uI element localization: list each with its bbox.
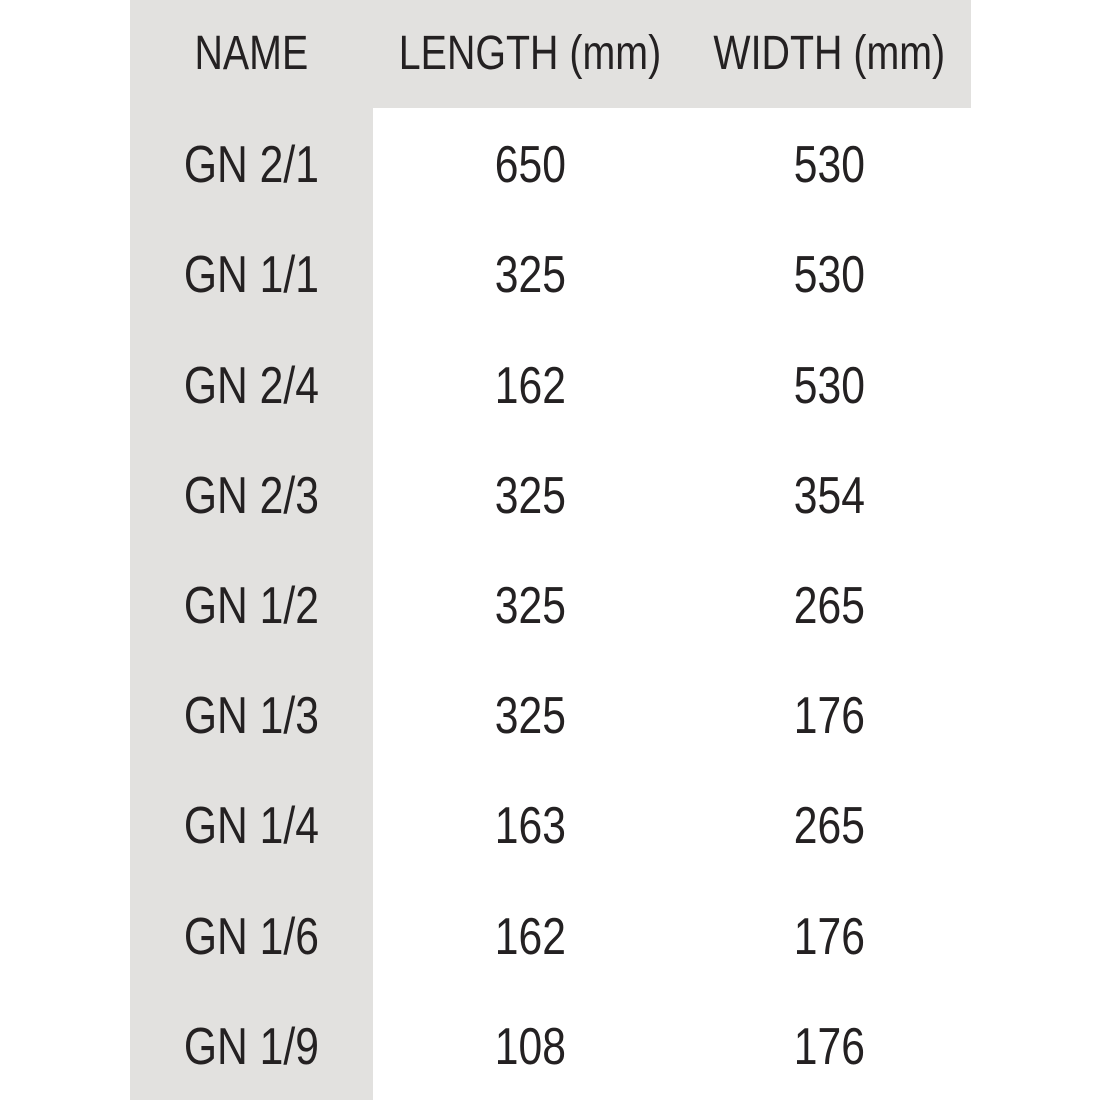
row-length: 108 bbox=[373, 992, 687, 1100]
row-length: 325 bbox=[373, 551, 687, 661]
row-width: 530 bbox=[687, 110, 971, 220]
length-value: 325 bbox=[494, 687, 566, 746]
gn-size-label: GN 1/6 bbox=[183, 907, 320, 966]
gn-size-label: GN 1/3 bbox=[183, 687, 320, 746]
row-name: GN 1/3 bbox=[130, 661, 373, 771]
row-width: 265 bbox=[687, 771, 971, 881]
column-header-length-label: LENGTH (mm) bbox=[398, 27, 662, 80]
length-value: 108 bbox=[494, 1017, 566, 1076]
length-value: 325 bbox=[494, 246, 566, 305]
gastronorm-size-table: NAME LENGTH (mm) WIDTH (mm) GN 2/1 650 5… bbox=[130, 0, 971, 1100]
row-width: 354 bbox=[687, 441, 971, 551]
gn-size-label: GN 1/4 bbox=[183, 797, 320, 856]
row-name: GN 2/4 bbox=[130, 331, 373, 441]
gn-size-label: GN 1/9 bbox=[183, 1017, 320, 1076]
gn-size-label: GN 1/2 bbox=[183, 577, 320, 636]
row-length: 325 bbox=[373, 661, 687, 771]
row-width: 176 bbox=[687, 992, 971, 1100]
length-value: 162 bbox=[494, 907, 566, 966]
length-value: 650 bbox=[494, 136, 566, 195]
width-value: 176 bbox=[793, 907, 865, 966]
gn-size-label: GN 2/4 bbox=[183, 356, 320, 415]
gn-size-label: GN 1/1 bbox=[183, 246, 320, 305]
row-width: 265 bbox=[687, 551, 971, 661]
name-column-band bbox=[130, 0, 373, 1100]
row-width: 176 bbox=[687, 661, 971, 771]
width-value: 530 bbox=[793, 246, 865, 305]
column-header-width-label: WIDTH (mm) bbox=[713, 27, 945, 80]
row-length: 325 bbox=[373, 220, 687, 330]
width-value: 176 bbox=[793, 1017, 865, 1076]
length-value: 163 bbox=[494, 797, 566, 856]
length-value: 325 bbox=[494, 466, 566, 525]
row-length: 163 bbox=[373, 771, 687, 881]
row-name: GN 1/9 bbox=[130, 992, 373, 1100]
header-band bbox=[130, 0, 971, 108]
column-header-name-label: NAME bbox=[194, 27, 309, 80]
width-value: 265 bbox=[793, 577, 865, 636]
length-value: 325 bbox=[494, 577, 566, 636]
row-name: GN 1/2 bbox=[130, 551, 373, 661]
row-name: GN 2/1 bbox=[130, 110, 373, 220]
row-name: GN 2/3 bbox=[130, 441, 373, 551]
width-value: 354 bbox=[793, 466, 865, 525]
width-value: 176 bbox=[793, 687, 865, 746]
row-length: 650 bbox=[373, 110, 687, 220]
row-name: GN 1/6 bbox=[130, 882, 373, 992]
width-value: 530 bbox=[793, 136, 865, 195]
column-header-name: NAME bbox=[130, 0, 373, 108]
row-width: 530 bbox=[687, 331, 971, 441]
column-header-length: LENGTH (mm) bbox=[373, 0, 687, 108]
row-name: GN 1/4 bbox=[130, 771, 373, 881]
row-width: 530 bbox=[687, 220, 971, 330]
length-value: 162 bbox=[494, 356, 566, 415]
width-value: 530 bbox=[793, 356, 865, 415]
row-length: 162 bbox=[373, 331, 687, 441]
column-header-width: WIDTH (mm) bbox=[687, 0, 971, 108]
row-length: 325 bbox=[373, 441, 687, 551]
width-value: 265 bbox=[793, 797, 865, 856]
row-length: 162 bbox=[373, 882, 687, 992]
gn-size-label: GN 2/1 bbox=[183, 136, 320, 195]
row-name: GN 1/1 bbox=[130, 220, 373, 330]
gn-size-label: GN 2/3 bbox=[183, 466, 320, 525]
row-width: 176 bbox=[687, 882, 971, 992]
